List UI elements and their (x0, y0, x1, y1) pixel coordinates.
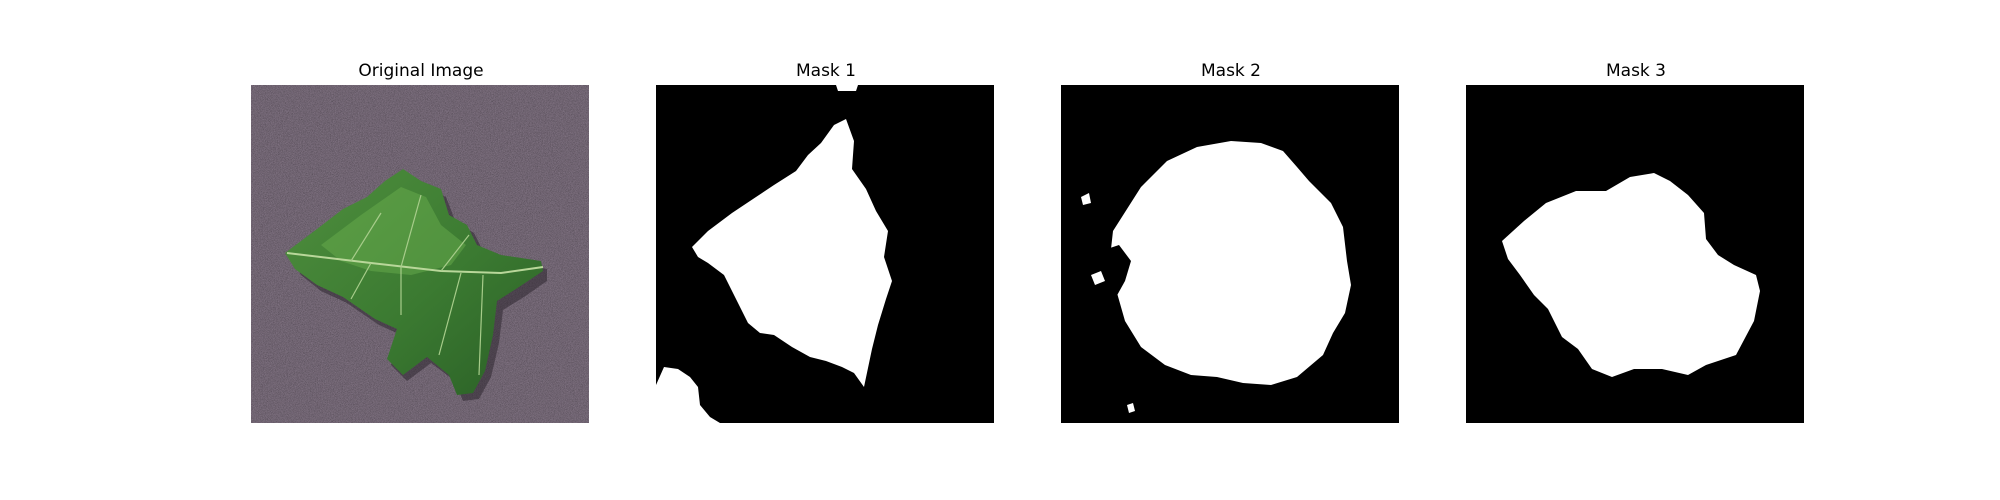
panel-title: Original Image (251, 59, 591, 83)
mask-3-image (1466, 85, 1804, 423)
mask-1-image (656, 85, 994, 423)
original-leaf-image (251, 85, 589, 423)
panel-title: Mask 1 (656, 59, 996, 83)
mask-2-image (1061, 85, 1399, 423)
panel-title: Mask 3 (1466, 59, 1806, 83)
panel-title: Mask 2 (1061, 59, 1401, 83)
